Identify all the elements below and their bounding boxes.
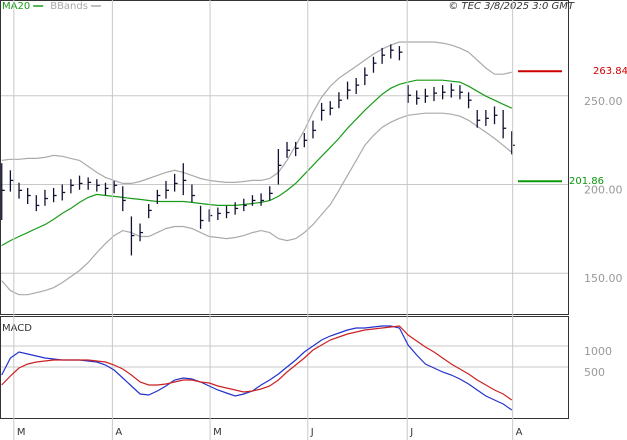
- x-tick-label: M: [17, 427, 26, 438]
- x-tick-label: A: [115, 427, 122, 438]
- macd-line: [1, 325, 513, 411]
- x-tick-label: J: [409, 427, 413, 438]
- y-tick-label: 250.00: [584, 95, 623, 108]
- y-tick-label: 500: [584, 366, 605, 379]
- x-tick-label: M: [213, 427, 222, 438]
- x-tick-label: J: [310, 427, 314, 438]
- legend-label: MA20: [2, 1, 30, 12]
- macd-title: MACD: [2, 323, 32, 334]
- x-tick-label: A: [516, 427, 523, 438]
- y-tick-label: 200.00: [584, 183, 623, 196]
- level-label: 201.86: [569, 176, 604, 187]
- band-upper: [1, 41, 512, 184]
- macd-line: [1, 325, 513, 401]
- y-tick-label: 150.00: [584, 272, 623, 285]
- y-tick-label: 1000: [584, 345, 612, 358]
- ma-line: [1, 79, 513, 247]
- band-lower: [1, 112, 513, 296]
- price-panel: [0, 0, 569, 315]
- level-label: 263.84: [593, 66, 627, 77]
- legend-label: BBands: [50, 1, 88, 12]
- copyright: © TEC 3/8/2025 3:0 GMT: [448, 1, 575, 12]
